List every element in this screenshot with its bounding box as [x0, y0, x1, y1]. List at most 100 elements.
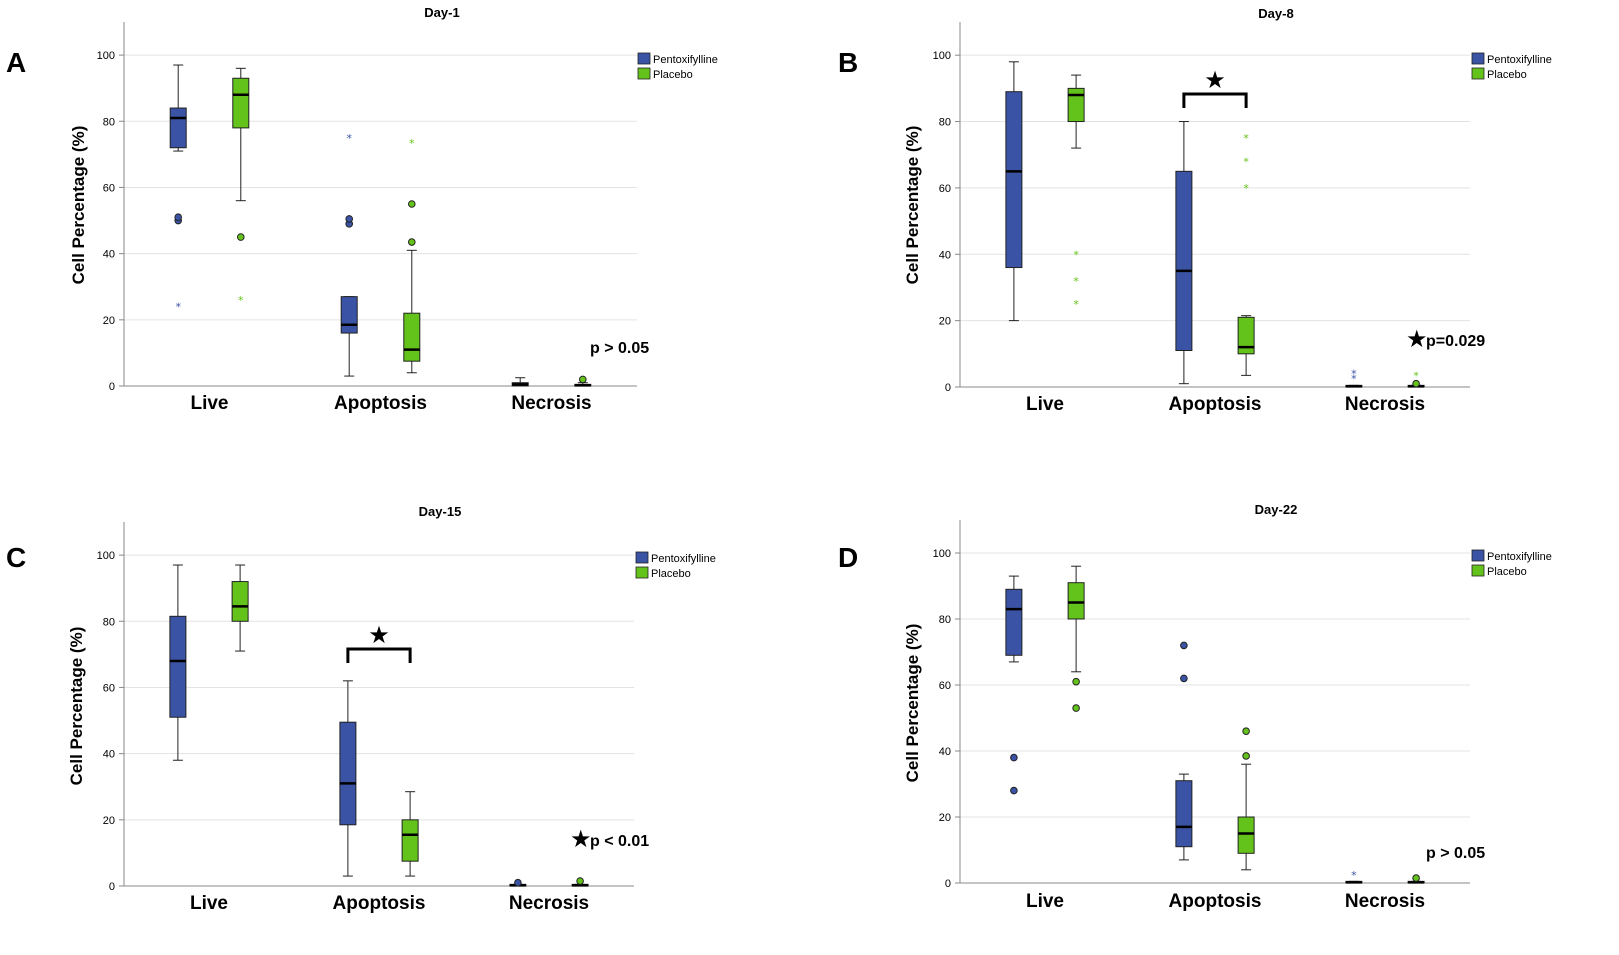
extreme-point: *: [1243, 155, 1249, 168]
x-category-label: Apoptosis: [334, 393, 427, 414]
box-pentoxifylline-necrosis: **: [1345, 368, 1363, 388]
outlier-point: [1412, 379, 1420, 388]
y-tick-label: 0: [945, 382, 951, 394]
iqr-box: [232, 77, 250, 129]
box-placebo-apoptosis: *: [403, 137, 421, 374]
x-category-label: Apoptosis: [1169, 394, 1262, 415]
y-tick-label: 40: [939, 249, 951, 261]
panel-letter: D: [838, 542, 858, 573]
x-category-label: Live: [190, 893, 228, 914]
outlier-point: [1242, 727, 1250, 736]
extreme-point: *: [1243, 132, 1249, 145]
x-category-label: Necrosis: [1345, 394, 1425, 415]
iqr-box: [1175, 170, 1193, 351]
y-tick-label: 40: [103, 249, 115, 261]
box-placebo-live: [231, 564, 249, 652]
extreme-point: *: [1351, 368, 1357, 381]
y-tick-label: 40: [939, 746, 951, 758]
bracket-line: [1182, 92, 1248, 108]
box-placebo-necrosis: [571, 877, 589, 887]
extreme-point: *: [346, 132, 352, 145]
legend-label: Placebo: [651, 568, 691, 580]
outlier-point: [236, 233, 245, 241]
outlier-point: [174, 213, 183, 222]
extreme-point: *: [175, 301, 181, 314]
legend-swatch: [1471, 67, 1485, 80]
extreme-point: *: [1351, 373, 1357, 386]
outlier-point: [1010, 786, 1018, 795]
significance-bracket: ★: [346, 621, 412, 663]
iqr-box: [1237, 816, 1255, 854]
legend-swatch: [1471, 549, 1485, 562]
y-tick-label: 20: [103, 815, 115, 827]
outlier-point: [576, 877, 584, 885]
y-tick-label: 20: [103, 315, 115, 327]
panel-a: * * * *: [119, 22, 637, 387]
iqr-box: [1005, 588, 1023, 656]
x-category-label: Live: [1026, 891, 1064, 912]
x-category-label: Necrosis: [1345, 891, 1425, 912]
y-tick-label: 60: [103, 182, 115, 194]
box-pentoxifylline-necrosis: *: [1345, 869, 1363, 884]
box-pentoxifylline-live: [169, 564, 187, 761]
box-placebo-live: * * *: [1067, 74, 1085, 311]
extreme-point: *: [238, 294, 244, 307]
legend-swatch: [1471, 52, 1485, 65]
extreme-point: *: [1413, 369, 1419, 382]
outlier-point: [514, 878, 522, 887]
y-tick-label: 0: [945, 878, 951, 890]
iqr-box: [403, 312, 421, 362]
y-tick-label: 80: [939, 614, 951, 626]
panel-c: ★: [119, 522, 634, 887]
iqr-box: [340, 296, 358, 334]
x-category-label: Necrosis: [509, 893, 589, 914]
outlier-point: [1072, 704, 1080, 712]
box-pentoxifylline-live: [1005, 61, 1023, 322]
outlier-point: [1072, 677, 1080, 686]
iqr-box: [169, 615, 187, 718]
outlier-point: [1180, 674, 1188, 683]
box-placebo-necrosis: *: [1407, 369, 1425, 388]
box-placebo-necrosis: [1407, 874, 1425, 884]
box-pentoxifylline-apoptosis: [1175, 641, 1193, 861]
iqr-box: [169, 107, 187, 149]
iqr-box: [1067, 87, 1085, 123]
p-value-annotation: p=0.029: [1426, 333, 1485, 350]
y-tick-label: 60: [939, 680, 951, 692]
legend-swatch: [1471, 564, 1485, 577]
y-axis-label: Cell Percentage (%): [903, 624, 922, 783]
chart-title: Day-22: [1255, 502, 1298, 517]
box-placebo-live: [1067, 565, 1085, 712]
panel-letter: B: [838, 47, 858, 78]
y-tick-label: 20: [939, 812, 951, 824]
iqr-box: [339, 721, 357, 826]
box-placebo-apoptosis: [1237, 727, 1255, 871]
box-pentoxifylline-live: [1005, 575, 1023, 795]
y-tick-label: 20: [939, 316, 951, 328]
panel-letter: A: [6, 47, 26, 78]
legend-label: Pentoxifylline: [653, 54, 718, 66]
iqr-box: [1237, 316, 1255, 355]
y-tick-label: 60: [939, 183, 951, 195]
y-tick-label: 40: [103, 749, 115, 761]
outlier-point: [345, 215, 354, 223]
extreme-point: *: [409, 137, 415, 150]
outlier-point: [1180, 641, 1188, 650]
x-category-label: Live: [190, 393, 228, 414]
box-pentoxifylline-apoptosis: [1175, 121, 1193, 385]
box-placebo-apoptosis: [401, 791, 419, 877]
outlier-point: [1242, 752, 1250, 760]
box-placebo-necrosis: [574, 375, 592, 387]
iqr-box: [401, 819, 419, 862]
y-tick-label: 0: [109, 881, 115, 893]
outlier-point: [407, 200, 416, 208]
legend-label: Placebo: [1487, 566, 1527, 578]
panel-b: *********★: [955, 22, 1470, 388]
significance-star-icon: ★: [570, 825, 592, 853]
box-pentoxifylline-necrosis: [511, 377, 529, 387]
legend-label: Pentoxifylline: [1487, 551, 1552, 563]
box-pentoxifylline-apoptosis: *: [340, 132, 358, 377]
iqr-box: [1005, 91, 1023, 269]
significance-star-icon: ★: [1204, 66, 1226, 94]
y-tick-label: 100: [933, 50, 951, 62]
